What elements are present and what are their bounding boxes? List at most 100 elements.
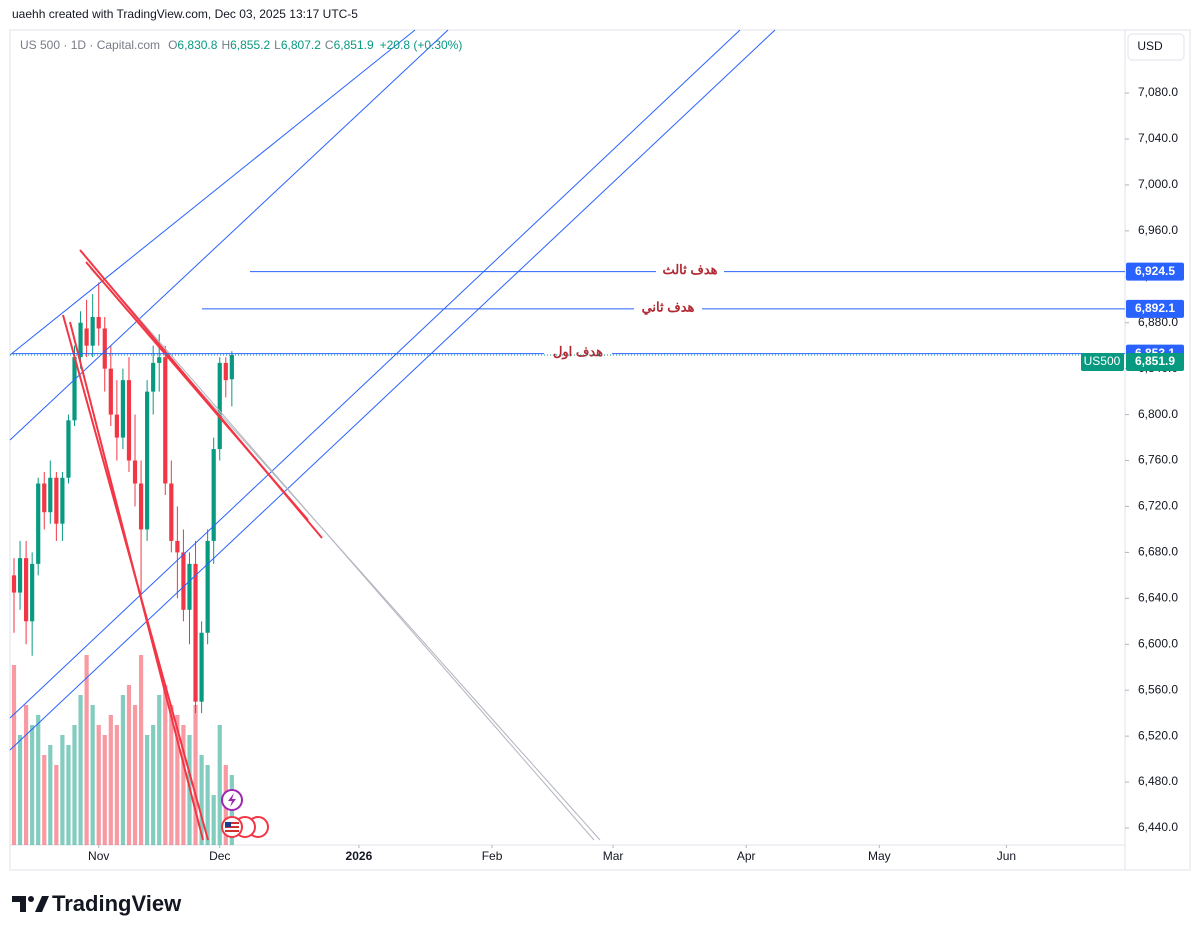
candle-body (211, 449, 216, 541)
volume-bar (205, 765, 210, 845)
candle-body (17, 558, 23, 593)
candle-body (72, 357, 77, 421)
candle-body (205, 540, 210, 633)
y-tick-label: 6,960.0 (1138, 223, 1178, 237)
event-icons (221, 789, 269, 838)
volume-bar (108, 715, 113, 845)
volume-bar (145, 735, 150, 845)
candle-body (223, 362, 228, 381)
volume-bar (126, 685, 132, 845)
volume-bar (114, 725, 119, 845)
volume-bar (54, 765, 59, 845)
volume-bar (132, 705, 138, 845)
volume-bar (36, 715, 41, 845)
candle-body (187, 563, 192, 610)
drawings (9, 29, 776, 841)
candle-body (193, 563, 198, 702)
candle-body (132, 460, 138, 484)
legend-value: 6,855.2 (230, 38, 270, 52)
candle-body (84, 328, 89, 346)
y-tick-label: 6,880.0 (1138, 315, 1178, 329)
level-text: هدف ثاني (642, 299, 695, 315)
legend: US 500 · 1D · Capital.com O6,830.8 H6,855.… (20, 38, 462, 52)
candle-body (48, 477, 53, 513)
volume-bar (181, 725, 186, 845)
volume-bar (151, 725, 156, 845)
y-tick-label: 6,680.0 (1138, 545, 1178, 559)
candle-body (217, 362, 222, 450)
volume-bar (175, 715, 180, 845)
candle-body (11, 575, 17, 593)
level-tag-label: 6,924.5 (1135, 264, 1175, 278)
axes: 6,440.0 6,480.0 6,520.0 6,560.0 6,600.0 6,640… (88, 85, 1178, 863)
candle-body (108, 368, 113, 415)
volume-bar (72, 725, 77, 845)
legend-value: 6,830.8 (177, 38, 217, 52)
x-tick-label: Nov (88, 849, 109, 863)
brand-logo (12, 896, 49, 912)
candle-body (151, 362, 156, 392)
candle-body (169, 483, 174, 541)
y-tick-label: 6,600.0 (1138, 636, 1178, 650)
candle-body (114, 414, 119, 438)
volume-bar (157, 695, 162, 845)
candle-body (163, 357, 168, 484)
candle-body (30, 563, 35, 622)
y-tick-label: 7,000.0 (1138, 177, 1178, 191)
y-tick-label: 6,640.0 (1138, 591, 1178, 605)
x-tick-label: Jun (997, 849, 1016, 863)
level-tag (1126, 262, 1184, 281)
candles (11, 282, 234, 714)
candle-body (102, 328, 107, 369)
volume-bar (96, 725, 101, 845)
volume-bar (199, 755, 204, 845)
level-text: هدف ثالث (662, 262, 717, 277)
candle-body (60, 477, 65, 524)
y-tick-label: 6,520.0 (1138, 728, 1178, 742)
legend-value: 6,851.9 (334, 38, 374, 52)
candle-body (54, 477, 59, 524)
candle-body (157, 357, 162, 363)
candle-body (229, 354, 234, 380)
volume-bar (163, 685, 168, 845)
y-tick-label: 7,040.0 (1138, 131, 1178, 145)
volume-bar (30, 725, 35, 845)
volume-bar (66, 745, 71, 845)
currency-button[interactable] (1127, 33, 1185, 61)
candle-body (66, 420, 71, 478)
legend-title: US 500 · 1D · Capital.com (20, 38, 160, 52)
level-text: هدف اول (553, 344, 603, 360)
y-tick-label: 6,720.0 (1138, 499, 1178, 513)
volume-bar (42, 755, 47, 845)
volume-bar (11, 665, 17, 845)
brand: TradingView (52, 891, 182, 916)
candle-body (181, 552, 186, 610)
candle-body (36, 483, 41, 564)
candle-body (78, 322, 83, 358)
volume-bar (60, 735, 65, 845)
volume (11, 655, 234, 845)
volume-bar (169, 705, 174, 845)
x-tick-label: Dec (209, 849, 230, 863)
y-tick-label: 6,440.0 (1138, 820, 1178, 834)
volume-bar (102, 735, 107, 845)
currency[interactable]: USD (1137, 39, 1163, 53)
level-text-bg (544, 345, 612, 361)
header: uaehh created with TradingView.com, Dec … (12, 7, 358, 21)
volume-bar (48, 745, 53, 845)
level-text-bg (634, 300, 702, 316)
volume-bar (78, 695, 83, 845)
x-tick-label: Apr (737, 849, 756, 863)
last-price-label: 6,851.9 (1135, 354, 1175, 368)
last-price-tag (1126, 352, 1184, 371)
level-tag-label: 6,892.1 (1135, 301, 1175, 315)
volume-bar (138, 655, 144, 845)
candle-body (126, 380, 132, 461)
symbol-tag-label: US500 (1084, 354, 1121, 368)
legend-key: O (168, 38, 177, 52)
y-tick-label: 6,760.0 (1138, 453, 1178, 467)
y-tick-label: 6,480.0 (1138, 774, 1178, 788)
